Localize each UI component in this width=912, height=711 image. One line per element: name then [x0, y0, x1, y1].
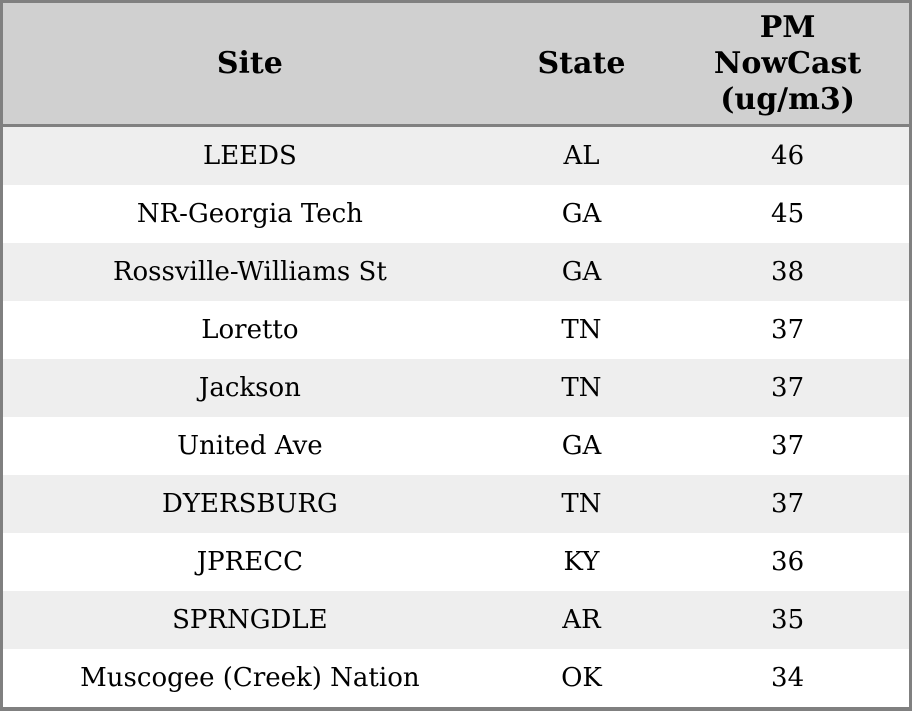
value-cell: 37: [771, 431, 805, 461]
site-cell: DYERSBURG: [162, 489, 338, 519]
table-row: DYERSBURG TN 37: [3, 475, 909, 533]
site-cell: Muscogee (Creek) Nation: [80, 663, 420, 693]
table-row: NR-Georgia Tech GA 45: [3, 185, 909, 243]
state-cell: TN: [561, 373, 602, 403]
state-cell: OK: [561, 663, 602, 693]
state-cell: GA: [561, 431, 602, 461]
column-header-pm-nowcast: PM NowCast (ug/m3): [666, 3, 909, 127]
pm-nowcast-table: Site State PM NowCast (ug/m3) LEEDS AL 4…: [3, 3, 909, 707]
value-cell: 38: [771, 257, 805, 287]
state-cell: GA: [561, 257, 602, 287]
state-cell: AR: [562, 605, 601, 635]
site-cell: United Ave: [177, 431, 323, 461]
table-row: JPRECC KY 36: [3, 533, 909, 591]
table-row: Muscogee (Creek) Nation OK 34: [3, 649, 909, 707]
table-row: United Ave GA 37: [3, 417, 909, 475]
table-body: LEEDS AL 46 NR-Georgia Tech GA 45 Rossvi…: [3, 125, 909, 707]
value-cell: 37: [771, 373, 805, 403]
state-cell: GA: [561, 199, 602, 229]
state-cell: KY: [563, 547, 600, 577]
value-cell: 46: [771, 141, 805, 171]
value-cell: 37: [771, 315, 805, 345]
table-row: Rossville-Williams St GA 38: [3, 243, 909, 301]
value-cell: 36: [771, 547, 805, 577]
site-cell: Loretto: [201, 315, 299, 345]
site-cell: LEEDS: [202, 141, 297, 171]
column-header-pm-nowcast-label: PM NowCast (ug/m3): [713, 9, 862, 117]
header-row: Site State PM NowCast (ug/m3): [3, 3, 909, 127]
table-row: SPRNGDLE AR 35: [3, 591, 909, 649]
table-row: LEEDS AL 46: [3, 125, 909, 185]
state-cell: TN: [561, 315, 602, 345]
value-cell: 35: [771, 605, 805, 635]
table-row: Jackson TN 37: [3, 359, 909, 417]
value-cell: 37: [771, 489, 805, 519]
site-cell: Jackson: [198, 373, 301, 403]
value-cell: 45: [771, 199, 805, 229]
site-cell: NR-Georgia Tech: [136, 199, 363, 229]
column-header-site: Site: [3, 3, 497, 127]
site-cell: Rossville-Williams St: [112, 257, 387, 287]
site-cell: JPRECC: [196, 547, 304, 577]
value-cell: 34: [771, 663, 805, 693]
site-cell: SPRNGDLE: [172, 605, 328, 635]
state-cell: TN: [561, 489, 602, 519]
table-header: Site State PM NowCast (ug/m3): [3, 3, 909, 127]
column-header-state: State: [496, 3, 667, 127]
table-row: Loretto TN 37: [3, 301, 909, 359]
state-cell: AL: [563, 141, 600, 171]
